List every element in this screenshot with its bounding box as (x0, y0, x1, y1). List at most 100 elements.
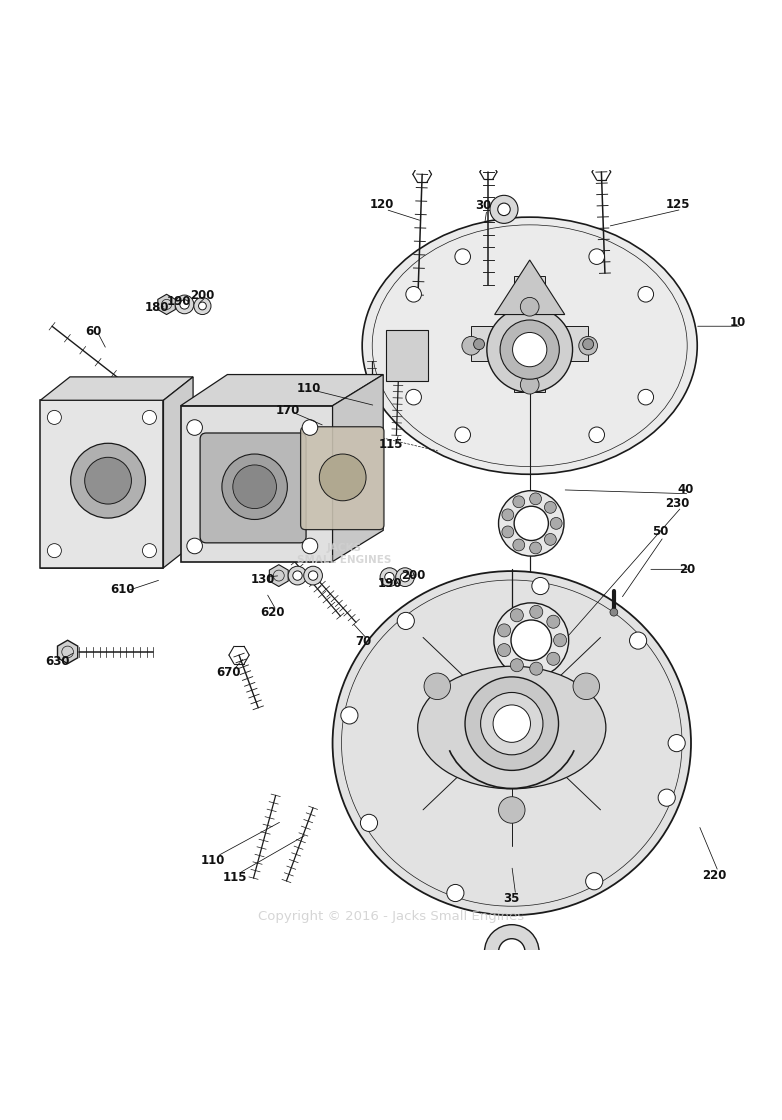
Circle shape (199, 302, 206, 310)
Text: 125: 125 (665, 198, 690, 212)
Circle shape (532, 338, 543, 349)
Circle shape (424, 673, 450, 700)
Circle shape (544, 533, 556, 545)
Text: 220: 220 (702, 869, 726, 883)
Text: Copyright © 2016 - Jacks Small Engines: Copyright © 2016 - Jacks Small Engines (258, 911, 524, 923)
Circle shape (447, 885, 464, 902)
Text: 630: 630 (45, 655, 70, 668)
Circle shape (502, 508, 514, 521)
Text: 110: 110 (201, 855, 225, 867)
Bar (181, 405, 332, 561)
Polygon shape (514, 276, 545, 392)
Text: 120: 120 (369, 198, 394, 212)
Circle shape (180, 300, 189, 309)
Circle shape (520, 298, 539, 316)
Text: 620: 620 (260, 607, 285, 619)
Circle shape (554, 634, 567, 646)
Circle shape (493, 704, 530, 743)
Circle shape (512, 333, 547, 366)
Text: 200: 200 (400, 569, 425, 582)
Text: 30: 30 (475, 199, 491, 212)
Circle shape (529, 605, 543, 618)
Circle shape (500, 320, 559, 380)
Text: 40: 40 (677, 484, 694, 496)
Text: 190: 190 (377, 577, 402, 590)
Circle shape (302, 539, 317, 553)
Circle shape (511, 659, 523, 672)
Circle shape (481, 692, 543, 755)
Circle shape (520, 375, 539, 394)
Circle shape (302, 420, 317, 436)
Polygon shape (41, 377, 193, 400)
Text: JACKS
SMALL ENGINES: JACKS SMALL ENGINES (297, 543, 392, 564)
Circle shape (288, 567, 307, 585)
Circle shape (380, 568, 399, 587)
Text: 70: 70 (356, 635, 372, 648)
Circle shape (573, 673, 600, 700)
Circle shape (187, 420, 203, 436)
Circle shape (638, 287, 654, 302)
Text: 115: 115 (378, 438, 404, 451)
Circle shape (396, 568, 414, 587)
Circle shape (490, 195, 518, 223)
Ellipse shape (362, 217, 698, 474)
Circle shape (187, 539, 203, 553)
Text: 610: 610 (110, 584, 135, 596)
Circle shape (513, 539, 525, 551)
Circle shape (586, 872, 603, 889)
Polygon shape (58, 641, 77, 664)
Circle shape (406, 287, 421, 302)
Text: 10: 10 (730, 316, 746, 329)
Circle shape (175, 295, 194, 314)
Polygon shape (332, 374, 383, 561)
Text: 20: 20 (679, 563, 695, 576)
Circle shape (610, 608, 618, 616)
Circle shape (397, 613, 414, 629)
Circle shape (630, 632, 647, 650)
Text: 200: 200 (190, 289, 214, 301)
Circle shape (48, 410, 62, 424)
Circle shape (361, 814, 378, 831)
Circle shape (498, 203, 510, 215)
Circle shape (638, 390, 654, 405)
Text: 115: 115 (223, 871, 247, 885)
Circle shape (84, 457, 131, 504)
Circle shape (485, 925, 539, 979)
Circle shape (499, 491, 564, 557)
Text: 180: 180 (145, 301, 170, 314)
Circle shape (292, 571, 302, 580)
Circle shape (222, 454, 287, 520)
Polygon shape (163, 377, 193, 568)
Circle shape (511, 620, 551, 661)
Circle shape (497, 624, 511, 637)
Text: 230: 230 (665, 497, 690, 511)
Circle shape (462, 336, 481, 355)
Circle shape (532, 578, 549, 595)
Circle shape (142, 543, 156, 558)
Circle shape (233, 465, 277, 508)
Text: 170: 170 (276, 404, 300, 417)
Text: 50: 50 (651, 525, 668, 539)
Circle shape (547, 615, 560, 628)
Bar (41, 400, 163, 568)
Circle shape (385, 572, 394, 581)
Circle shape (529, 662, 543, 675)
Circle shape (658, 790, 676, 806)
Circle shape (70, 444, 145, 519)
FancyBboxPatch shape (200, 433, 306, 543)
Circle shape (319, 454, 366, 501)
Text: 190: 190 (167, 295, 192, 308)
Polygon shape (181, 374, 383, 405)
Circle shape (529, 493, 541, 505)
Circle shape (487, 307, 572, 392)
Circle shape (400, 572, 410, 581)
Text: 110: 110 (297, 382, 321, 395)
Circle shape (668, 735, 685, 752)
Polygon shape (472, 326, 588, 362)
Polygon shape (269, 564, 289, 587)
Circle shape (547, 652, 560, 665)
Circle shape (502, 526, 514, 538)
Circle shape (511, 609, 523, 622)
Text: 670: 670 (217, 666, 241, 680)
Circle shape (406, 390, 421, 405)
